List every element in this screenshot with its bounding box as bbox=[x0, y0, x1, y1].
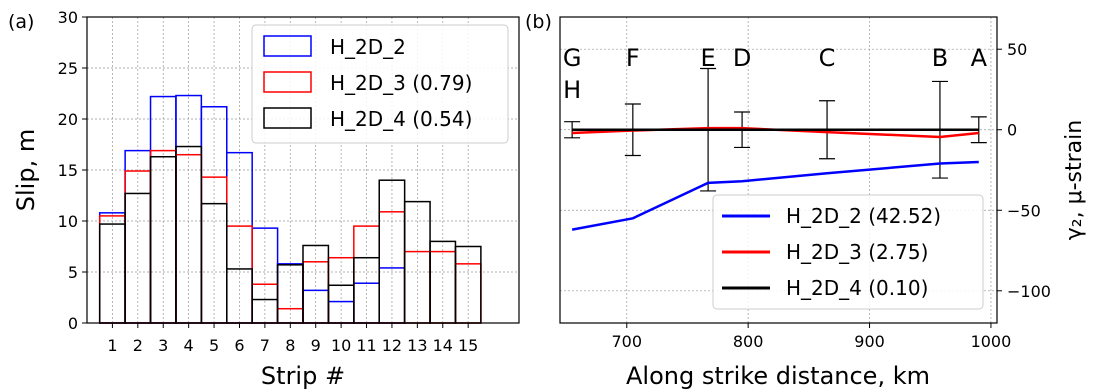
panel-a-ytick-label: 30 bbox=[58, 8, 78, 27]
panel-a-xlabel: Strip # bbox=[261, 362, 345, 389]
panel-b-station-labels: GH F E D C B A bbox=[563, 44, 988, 104]
panel-b-legend-box bbox=[712, 194, 984, 310]
panel-a-legend-box bbox=[251, 24, 509, 144]
legend-b-label-2: H_2D_3 (2.75) bbox=[786, 240, 928, 264]
panel-a-xtick-label: 14 bbox=[433, 336, 453, 355]
panel-a-xtick-label: 3 bbox=[158, 336, 168, 355]
station-label-B: B bbox=[932, 44, 948, 72]
station-label-E: E bbox=[701, 44, 716, 72]
panel-a-xtick-label: 9 bbox=[311, 336, 321, 355]
panel-a-xtick-label: 8 bbox=[285, 336, 295, 355]
panel-a-label: (a) bbox=[8, 11, 34, 33]
panel-a-xtick-label: 10 bbox=[331, 336, 351, 355]
panel-a-x-ticks: 1 2 3 4 5 6 7 8 9 10 11 12 13 14 15 bbox=[107, 323, 478, 355]
panel-a-ytick-label: 5 bbox=[68, 263, 78, 282]
panel-a-ytick-label: 15 bbox=[58, 161, 78, 180]
panel-b-ylabel: γ₂, μ-strain bbox=[1062, 120, 1087, 240]
panel-b-y-ticks: 50 0 −50 −100 bbox=[997, 40, 1051, 301]
panel-a-xtick-label: 4 bbox=[184, 336, 194, 355]
panel-a-ytick-label: 0 bbox=[68, 314, 78, 333]
panel-b-lines bbox=[571, 126, 979, 231]
legend-b-label-1: H_2D_2 (42.52) bbox=[786, 204, 941, 228]
station-label-A: A bbox=[971, 44, 988, 72]
station-label-D: D bbox=[733, 44, 751, 72]
panel-b-frame bbox=[559, 16, 998, 324]
panel-b-xtick-label: 800 bbox=[733, 332, 764, 351]
panel-b-ytick-label: −100 bbox=[1007, 282, 1051, 301]
panel-b-strain-plot: (b) GH F E D C B A 50 0 −50 −100 700 800 900 1000 γ₂… bbox=[525, 11, 1087, 389]
panel-b-xlabel: Along strike distance, km bbox=[626, 362, 930, 389]
panel-a-xtick-label: 15 bbox=[458, 336, 478, 355]
panel-a-xtick-label: 6 bbox=[234, 336, 244, 355]
panel-b-ytick-label: 50 bbox=[1007, 40, 1027, 59]
panel-a-ytick-label: 20 bbox=[58, 110, 78, 129]
panel-a-ytick-label: 10 bbox=[58, 212, 78, 231]
legend-a-swatch-1 bbox=[263, 35, 312, 57]
panel-a-legend: H_2D_2 H_2D_3 (0.79) H_2D_4 (0.54) bbox=[251, 24, 509, 144]
station-label-F: F bbox=[626, 44, 640, 72]
panel-b-xtick-label: 900 bbox=[854, 332, 885, 351]
bar-1-10 bbox=[327, 300, 355, 324]
legend-a-swatch-3 bbox=[263, 107, 312, 129]
panel-b-legend: H_2D_2 (42.52) H_2D_3 (2.75) H_2D_4 (0.10) bbox=[712, 194, 984, 310]
legend-b-label-3: H_2D_4 (0.10) bbox=[786, 276, 928, 300]
panel-a-xtick-label: 13 bbox=[407, 336, 427, 355]
panel-b-label: (b) bbox=[525, 11, 552, 33]
panel-a-xtick-label: 1 bbox=[107, 336, 117, 355]
panel-a-xtick-label: 7 bbox=[260, 336, 270, 355]
panel-a-ylabel: Slip, m bbox=[12, 129, 40, 211]
station-label-G: G bbox=[563, 44, 582, 72]
legend-a-label-3: H_2D_4 (0.54) bbox=[330, 107, 472, 131]
legend-a-label-2: H_2D_3 (0.79) bbox=[330, 71, 472, 95]
panel-a-xtick-label: 2 bbox=[133, 336, 143, 355]
station-label-H: H bbox=[563, 76, 581, 104]
panel-a-xtick-label: 11 bbox=[356, 336, 376, 355]
legend-a-swatch-2 bbox=[263, 71, 312, 93]
panel-b-x-ticks: 700 800 900 1000 bbox=[611, 323, 1011, 351]
bar-3-7 bbox=[251, 298, 279, 324]
panel-a-y-ticks: 0 5 10 15 20 25 30 bbox=[58, 8, 87, 333]
panel-a-ytick-label: 25 bbox=[58, 59, 78, 78]
panel-b-ytick-label: −50 bbox=[1007, 201, 1041, 220]
station-label-C: C bbox=[819, 44, 836, 72]
series-line-1 bbox=[571, 160, 979, 231]
panel-b-ytick-label: 0 bbox=[1007, 121, 1017, 140]
panel-a-xtick-label: 5 bbox=[209, 336, 219, 355]
legend-a-label-1: H_2D_2 bbox=[330, 35, 406, 59]
panel-b-xtick-label: 1000 bbox=[971, 332, 1012, 351]
panel-a-xtick-label: 12 bbox=[382, 336, 402, 355]
panel-b-xtick-label: 700 bbox=[611, 332, 642, 351]
